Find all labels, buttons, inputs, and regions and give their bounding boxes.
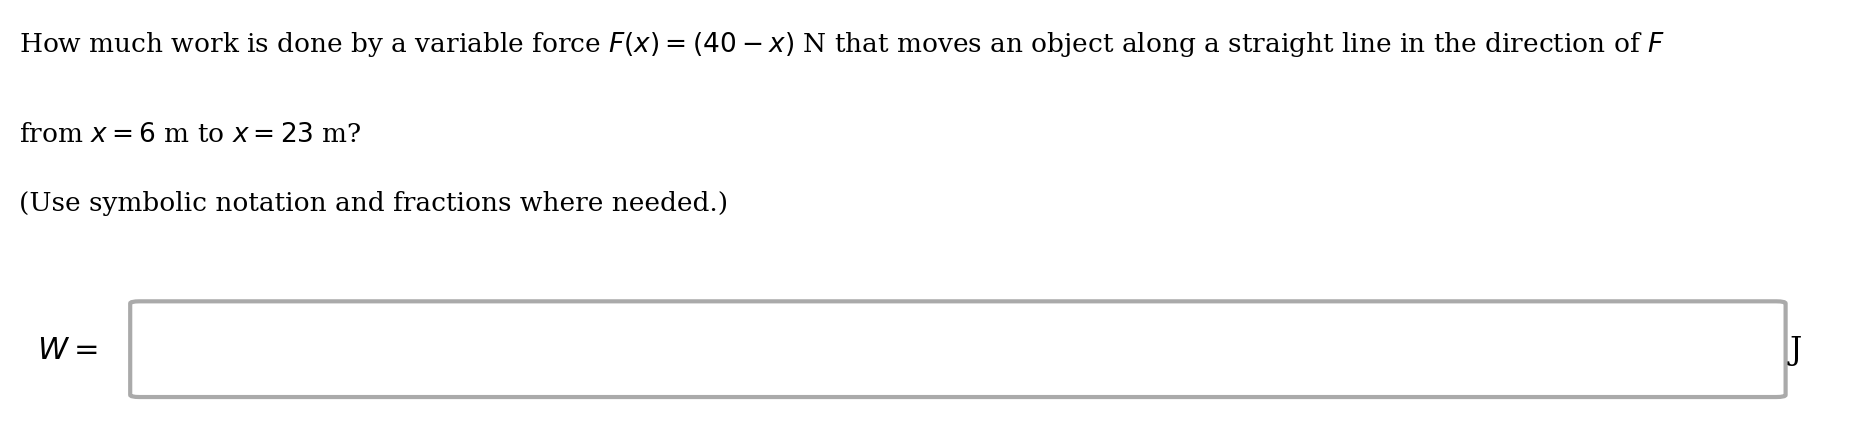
FancyBboxPatch shape bbox=[130, 302, 1786, 397]
Text: $W =$: $W =$ bbox=[37, 334, 99, 365]
Text: (Use symbolic notation and fractions where needed.): (Use symbolic notation and fractions whe… bbox=[19, 191, 727, 216]
Text: from $x = 6$ m to $x = 23$ m?: from $x = 6$ m to $x = 23$ m? bbox=[19, 122, 361, 146]
Text: How much work is done by a variable force $F(x) = (40 - x)$ N that moves an obje: How much work is done by a variable forc… bbox=[19, 30, 1665, 59]
Text: J: J bbox=[1789, 334, 1802, 365]
